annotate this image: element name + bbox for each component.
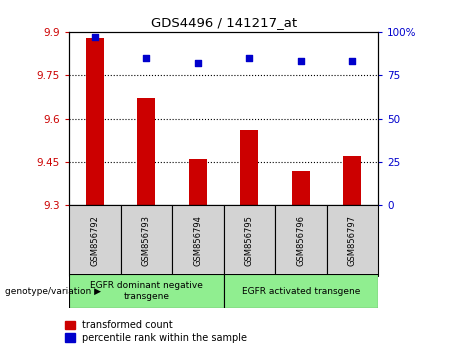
- Bar: [137, 98, 155, 205]
- Point: [349, 58, 356, 64]
- Text: genotype/variation ▶: genotype/variation ▶: [5, 287, 100, 296]
- Bar: [240, 130, 258, 205]
- Text: GSM856796: GSM856796: [296, 215, 305, 266]
- FancyBboxPatch shape: [224, 274, 378, 308]
- Point: [91, 34, 99, 40]
- Point: [246, 55, 253, 61]
- Text: EGFR dominant negative
transgene: EGFR dominant negative transgene: [90, 281, 203, 301]
- FancyBboxPatch shape: [326, 205, 378, 276]
- FancyBboxPatch shape: [275, 205, 326, 276]
- Point: [297, 58, 304, 64]
- Bar: [86, 38, 104, 205]
- FancyBboxPatch shape: [69, 274, 224, 308]
- Text: GSM856793: GSM856793: [142, 215, 151, 266]
- Point: [142, 55, 150, 61]
- FancyBboxPatch shape: [121, 205, 172, 276]
- FancyBboxPatch shape: [224, 205, 275, 276]
- Text: GSM856795: GSM856795: [245, 215, 254, 266]
- Text: GSM856792: GSM856792: [90, 215, 100, 266]
- Bar: [292, 171, 310, 205]
- Legend: transformed count, percentile rank within the sample: transformed count, percentile rank withi…: [65, 320, 247, 343]
- FancyBboxPatch shape: [69, 205, 121, 276]
- Bar: [189, 159, 207, 205]
- Point: [194, 60, 201, 66]
- FancyBboxPatch shape: [172, 205, 224, 276]
- Title: GDS4496 / 141217_at: GDS4496 / 141217_at: [151, 16, 296, 29]
- Text: GSM856797: GSM856797: [348, 215, 357, 266]
- Bar: [343, 156, 361, 205]
- Text: GSM856794: GSM856794: [193, 215, 202, 266]
- Text: EGFR activated transgene: EGFR activated transgene: [242, 287, 360, 296]
